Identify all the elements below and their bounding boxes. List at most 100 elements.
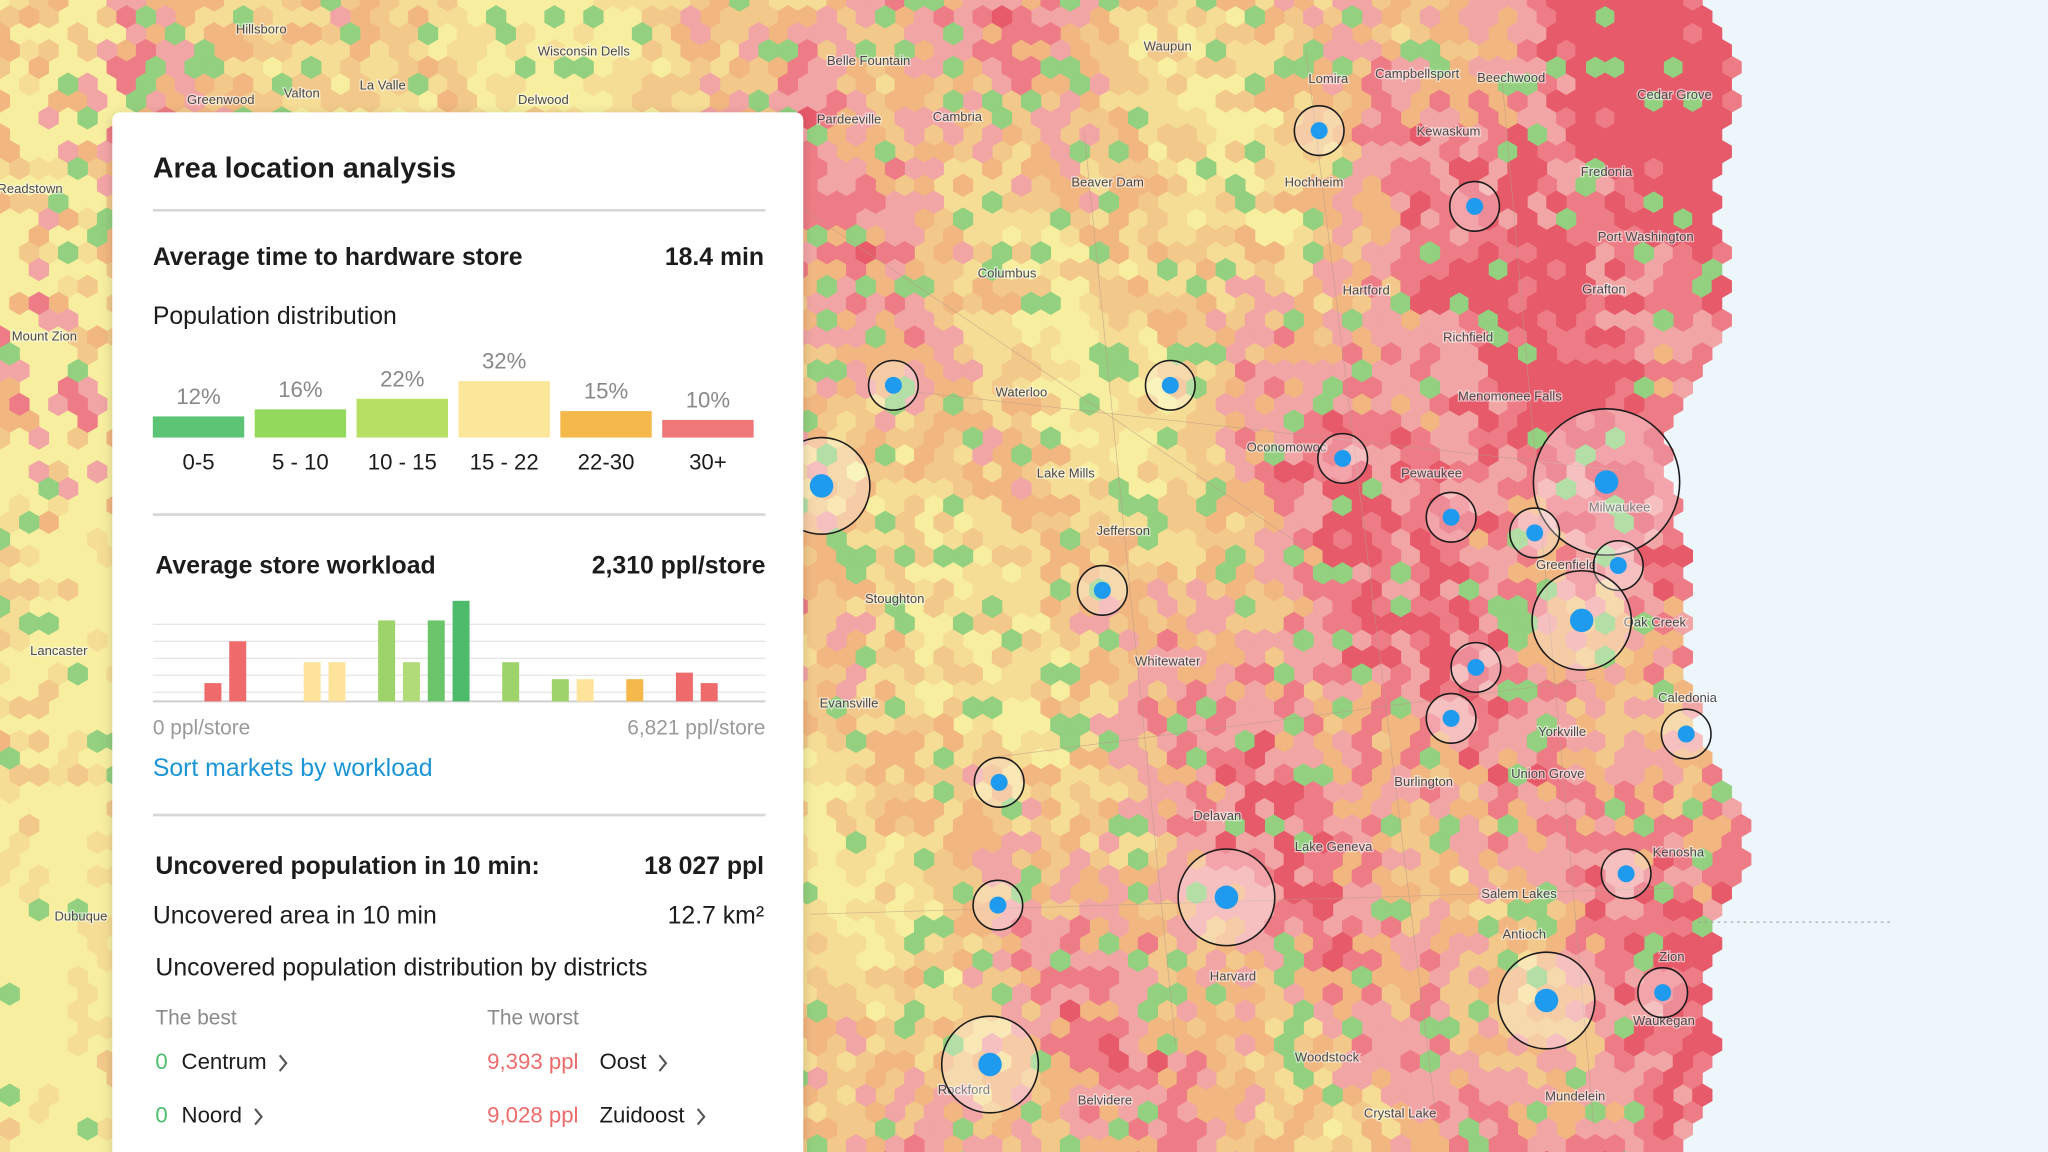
bar (356, 398, 448, 438)
bar (626, 679, 644, 702)
place-label: Stoughton (865, 591, 925, 606)
value-label: 12% (176, 384, 220, 409)
bar (576, 679, 594, 702)
value-label: 16% (278, 377, 322, 402)
district-name[interactable]: Noord (182, 1103, 242, 1128)
place-label: Hochheim (1285, 174, 1344, 189)
bar (402, 662, 420, 702)
axis-range-label: 6,821 ppl/store (627, 716, 765, 739)
value-label: 15% (584, 379, 628, 404)
place-label: Waupun (1144, 38, 1192, 53)
x-tick-label: 10 - 15 (368, 450, 437, 475)
place-label: Beechwood (1477, 70, 1545, 85)
chevron (658, 1054, 668, 1072)
store-dot (1617, 865, 1635, 883)
value-label: 10% (686, 387, 730, 412)
place-label: Hartford (1343, 283, 1390, 298)
district-name[interactable]: Oost (600, 1049, 647, 1074)
place-label: Waukegan (1633, 1013, 1695, 1028)
place-label: Greenfield (1536, 557, 1596, 572)
bar (675, 672, 693, 702)
store-dot (1310, 122, 1328, 140)
place-label: Oconomowoc (1247, 439, 1327, 454)
place-label: Cambria (933, 109, 983, 124)
road (1305, 52, 1438, 1124)
bar (229, 641, 247, 702)
bar (662, 419, 754, 438)
place-label: Kewaskum (1417, 123, 1481, 138)
store-dot (1569, 608, 1594, 633)
road (809, 887, 1672, 915)
metric-value: 18.4 min (665, 244, 764, 271)
value-label: 22% (380, 366, 424, 391)
bar (700, 683, 718, 702)
analysis-panel: Area location analysis Average time to ha… (112, 112, 804, 1152)
bar (303, 662, 321, 702)
place-label: Salem Lakes (1481, 886, 1557, 901)
place-label: Grafton (1582, 281, 1626, 296)
road (1501, 78, 1594, 1124)
place-label: Dubuque (54, 908, 107, 923)
metric-label: Uncovered population in 10 min: (155, 853, 539, 880)
place-label: Port Washington (1598, 229, 1694, 244)
store-dot (1442, 709, 1460, 727)
store-dot (809, 474, 834, 498)
chart-title: Average store workload (155, 552, 435, 579)
road (992, 678, 1594, 758)
district-name[interactable]: Centrum (182, 1049, 267, 1074)
column-header: The best (155, 1006, 236, 1029)
store-dot (1161, 376, 1179, 394)
value-label: 32% (482, 349, 526, 374)
place-label: Hillsboro (236, 21, 287, 36)
place-label: Delavan (1193, 808, 1241, 823)
store-dot (1677, 725, 1695, 743)
store-dot (1093, 581, 1111, 599)
place-label: Delwood (518, 92, 569, 107)
store-dot (990, 773, 1008, 791)
place-label: Mount Zion (12, 328, 77, 343)
place-label: Zion (1659, 949, 1684, 964)
store-dot (989, 896, 1007, 914)
bar (560, 411, 652, 438)
place-label: Waterloo (996, 385, 1048, 400)
place-label: Menomonee Falls (1458, 389, 1562, 404)
bar (458, 381, 550, 438)
column-header: The worst (487, 1006, 579, 1029)
metric-value: 12.7 km² (668, 902, 764, 929)
place-label: Evansville (820, 695, 879, 710)
x-tick-label: 22-30 (578, 450, 635, 475)
place-label: Lomira (1308, 71, 1349, 86)
store-dot (1534, 988, 1559, 1013)
place-label: Fredonia (1581, 164, 1633, 179)
place-label: Lancaster (30, 643, 88, 658)
place-label: Milwaukee (1589, 500, 1651, 515)
place-label: Beaver Dam (1071, 174, 1144, 189)
place-label: Richfield (1443, 330, 1493, 345)
district-name[interactable]: Zuidoost (600, 1103, 685, 1128)
place-label: Oak Creek (1624, 614, 1687, 629)
chevron (254, 1108, 263, 1126)
place-label: Yorkville (1538, 724, 1586, 739)
store-dot (1466, 197, 1484, 215)
x-tick-label: 0-5 (182, 450, 214, 475)
road (783, 195, 1307, 549)
place-label: Mundelein (1545, 1089, 1605, 1104)
district-value: 0 (155, 1103, 167, 1128)
bar (452, 600, 470, 702)
district-value: 9,028 ppl (487, 1103, 578, 1128)
axis-range-label: 0 ppl/store (153, 716, 250, 739)
metric-value: 18 027 ppl (644, 853, 764, 880)
bar (427, 620, 445, 702)
store-dot (1214, 885, 1239, 910)
place-label: Belle Fountain (827, 53, 910, 68)
x-tick-label: 15 - 22 (470, 450, 539, 475)
metric-value: 2,310 ppl/store (592, 552, 766, 579)
bar (502, 662, 520, 702)
place-label: Woodstock (1295, 1049, 1360, 1064)
store-dot (978, 1052, 1002, 1077)
sort-link[interactable]: Sort markets by workload (153, 755, 433, 782)
place-label: Antioch (1502, 927, 1546, 942)
bar (378, 620, 396, 702)
x-tick-label: 30+ (689, 450, 727, 475)
